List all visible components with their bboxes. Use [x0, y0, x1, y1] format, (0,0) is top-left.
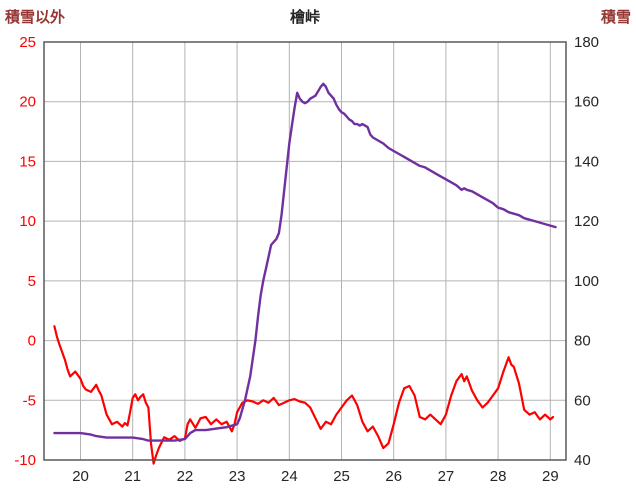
svg-text:27: 27 — [438, 468, 455, 485]
svg-text:25: 25 — [333, 468, 350, 485]
svg-text:140: 140 — [574, 153, 599, 170]
svg-text:25: 25 — [19, 34, 36, 51]
svg-text:120: 120 — [574, 213, 599, 230]
svg-text:28: 28 — [490, 468, 507, 485]
svg-text:180: 180 — [574, 34, 599, 51]
svg-text:60: 60 — [574, 392, 591, 409]
svg-text:-10: -10 — [14, 452, 36, 469]
right-axis-title: 積雪 — [600, 9, 631, 26]
svg-text:-5: -5 — [23, 392, 36, 409]
svg-text:21: 21 — [124, 468, 141, 485]
svg-text:5: 5 — [28, 273, 36, 290]
svg-text:100: 100 — [574, 273, 599, 290]
left-axis-title: 積雪以外 — [5, 9, 66, 26]
svg-text:40: 40 — [574, 452, 591, 469]
svg-text:22: 22 — [177, 468, 194, 485]
svg-text:23: 23 — [229, 468, 246, 485]
svg-text:26: 26 — [385, 468, 402, 485]
svg-text:20: 20 — [19, 94, 36, 111]
svg-text:15: 15 — [19, 153, 36, 170]
svg-text:24: 24 — [281, 468, 298, 485]
svg-text:20: 20 — [72, 468, 89, 485]
svg-text:10: 10 — [19, 213, 36, 230]
svg-text:80: 80 — [574, 333, 591, 350]
chart-title: 檜峠 — [289, 9, 321, 26]
svg-text:160: 160 — [574, 94, 599, 111]
svg-text:0: 0 — [28, 333, 36, 350]
svg-text:29: 29 — [542, 468, 559, 485]
